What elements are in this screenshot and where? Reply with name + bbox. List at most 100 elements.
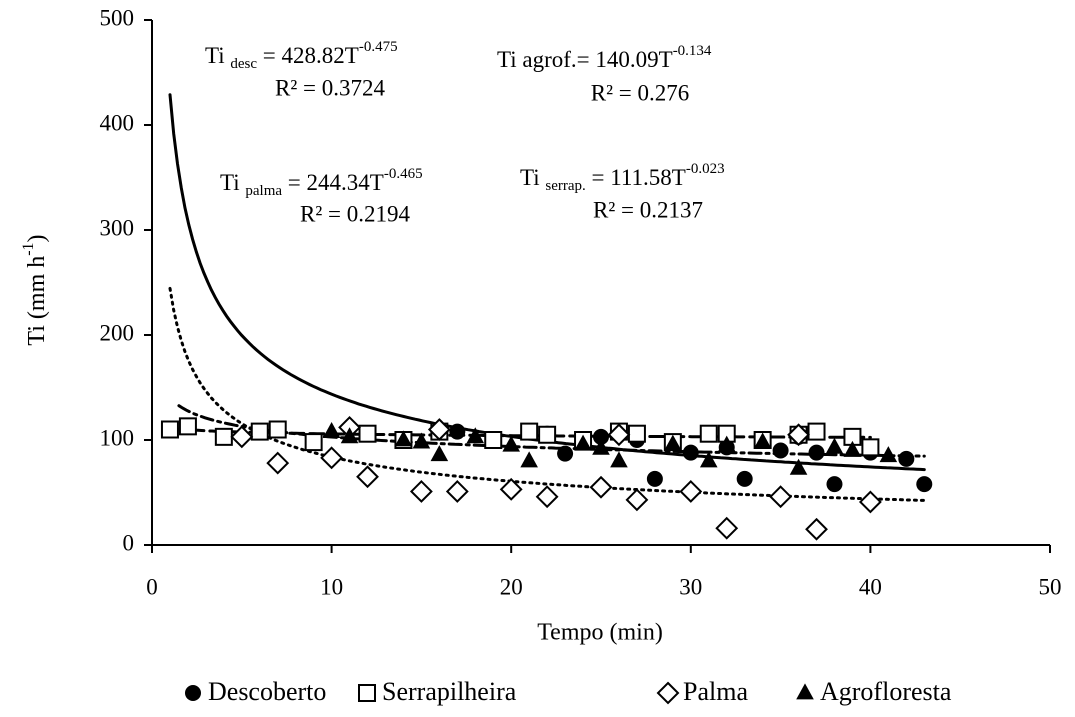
legend-marker bbox=[796, 683, 814, 700]
point bbox=[214, 427, 233, 446]
equation-sup: -0.475 bbox=[359, 39, 398, 55]
point bbox=[593, 428, 609, 445]
fit-curve bbox=[168, 93, 926, 472]
point bbox=[430, 445, 449, 462]
point bbox=[807, 422, 826, 441]
point bbox=[409, 480, 433, 503]
legend-label: Descoberto bbox=[208, 677, 326, 706]
fit-curve bbox=[177, 404, 926, 458]
x-tick-label: 20 bbox=[500, 574, 523, 599]
y-tick-label: 200 bbox=[100, 320, 135, 345]
point bbox=[646, 470, 663, 487]
point bbox=[592, 438, 610, 455]
equation-body: = 111.58T bbox=[586, 165, 686, 190]
legend-label: Serrapilheira bbox=[382, 677, 517, 706]
point bbox=[699, 424, 718, 443]
point bbox=[266, 451, 290, 475]
point bbox=[520, 451, 538, 468]
legend-marker bbox=[185, 685, 201, 701]
point bbox=[607, 423, 631, 447]
point bbox=[843, 440, 862, 457]
legend-label: Agrofloresta bbox=[820, 677, 952, 706]
equation-body: = 428.82T bbox=[257, 43, 359, 68]
point bbox=[445, 480, 469, 503]
point bbox=[753, 432, 772, 449]
y-tick-label: 0 bbox=[123, 530, 135, 555]
point bbox=[589, 475, 613, 499]
equation-sup: -0.134 bbox=[673, 43, 712, 59]
x-tick-label: 40 bbox=[859, 574, 882, 599]
point bbox=[394, 430, 413, 447]
point bbox=[178, 417, 197, 436]
equation-lead: Ti bbox=[205, 43, 230, 68]
y-tick-label: 100 bbox=[100, 425, 135, 450]
legend-label: Palma bbox=[683, 677, 748, 706]
point bbox=[664, 434, 682, 451]
r-squared: R² = 0.2194 bbox=[300, 201, 410, 226]
point bbox=[772, 442, 789, 459]
point bbox=[230, 425, 254, 449]
equation-sup: -0.023 bbox=[686, 161, 725, 177]
point bbox=[574, 434, 592, 451]
point bbox=[898, 450, 915, 467]
point bbox=[682, 444, 699, 461]
point bbox=[466, 427, 485, 444]
point bbox=[627, 424, 646, 443]
point bbox=[427, 418, 451, 441]
fit-curve bbox=[168, 286, 926, 502]
point bbox=[535, 485, 559, 509]
r-squared: R² = 0.276 bbox=[591, 80, 689, 105]
y-axis-title: Ti (mm h-1) bbox=[20, 234, 50, 345]
r-squared: R² = 0.3724 bbox=[275, 75, 385, 100]
point bbox=[861, 438, 880, 457]
x-tick-label: 50 bbox=[1039, 574, 1062, 599]
x-tick-label: 10 bbox=[320, 574, 343, 599]
point bbox=[736, 470, 753, 487]
r-squared: R² = 0.2137 bbox=[593, 197, 703, 222]
equation-lead: Ti bbox=[520, 165, 545, 190]
point bbox=[679, 480, 703, 503]
point bbox=[699, 451, 718, 468]
point bbox=[449, 423, 466, 440]
equation-lead: Ti agrof.= 140.09T bbox=[497, 47, 673, 72]
point bbox=[340, 427, 359, 444]
equation-sub: desc bbox=[230, 56, 257, 72]
y-tick-label: 500 bbox=[100, 5, 135, 30]
x-tick-label: 0 bbox=[146, 574, 158, 599]
point bbox=[268, 420, 287, 439]
x-tick-label: 30 bbox=[679, 574, 702, 599]
equation-lead: Ti bbox=[220, 170, 245, 195]
point bbox=[625, 488, 649, 512]
point bbox=[789, 458, 808, 475]
equation-sub: serrap. bbox=[545, 178, 585, 194]
point bbox=[805, 517, 828, 541]
point bbox=[858, 490, 882, 514]
point bbox=[769, 485, 793, 509]
point bbox=[808, 444, 825, 461]
point bbox=[304, 433, 323, 452]
point bbox=[538, 425, 557, 444]
point bbox=[160, 420, 179, 439]
point bbox=[610, 451, 628, 468]
point bbox=[787, 423, 810, 447]
y-axis-title-sup: -1 bbox=[20, 242, 37, 255]
point bbox=[715, 516, 739, 540]
point bbox=[356, 465, 379, 489]
y-tick-label: 300 bbox=[100, 215, 135, 240]
equation-sup: -0.465 bbox=[384, 166, 423, 182]
y-axis-title-end: ) bbox=[24, 234, 50, 242]
point bbox=[557, 445, 574, 462]
equation: Ti serrap. = 111.58T-0.023 bbox=[520, 161, 725, 194]
x-axis-title: Tempo (min) bbox=[537, 620, 663, 646]
point bbox=[825, 437, 844, 454]
point bbox=[412, 432, 431, 449]
point bbox=[320, 446, 344, 470]
equation-body: = 244.34T bbox=[282, 170, 384, 195]
point bbox=[879, 446, 898, 463]
equation: Ti agrof.= 140.09T-0.134 bbox=[497, 43, 712, 72]
point bbox=[520, 422, 539, 441]
point bbox=[826, 476, 843, 493]
point bbox=[250, 422, 269, 441]
legend-marker bbox=[358, 684, 376, 702]
